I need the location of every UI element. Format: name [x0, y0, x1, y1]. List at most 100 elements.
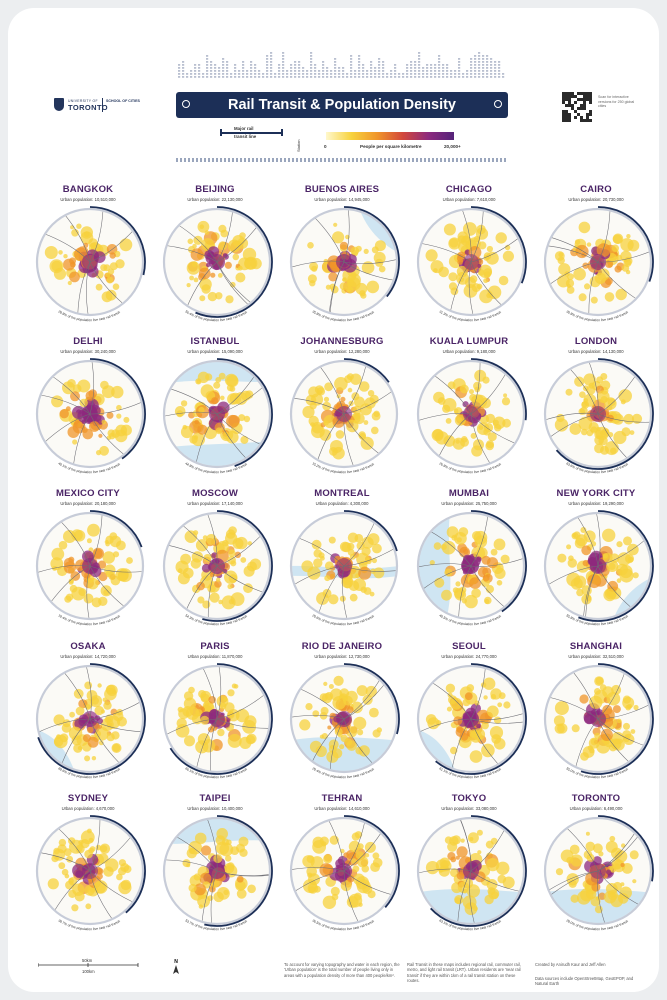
- city-name: TORONTO: [571, 793, 621, 804]
- rail-line: [89, 401, 142, 415]
- north-label: N: [174, 959, 178, 965]
- rail-line: [597, 870, 641, 906]
- rail-line: [292, 715, 345, 720]
- rail-line: [77, 261, 91, 314]
- rail-line: [89, 565, 142, 573]
- rail-line: [597, 831, 637, 872]
- city-map: 29.4% of the population live near rail t…: [289, 663, 400, 779]
- rail-line: [568, 367, 599, 415]
- rail-line: [89, 700, 142, 720]
- rail-line: [597, 538, 647, 567]
- city-name: TEHRAN: [321, 793, 363, 804]
- city-panel: BANGKOK Urban population: 10,510,000 28.8%…: [26, 184, 150, 344]
- city-population: Urban population: 19,290,000: [568, 501, 624, 506]
- city-map: 35.8% of the population live near rail t…: [289, 206, 400, 322]
- city-name: BUENOS AIRES: [304, 184, 380, 195]
- rail-line: [89, 870, 135, 904]
- rail-line: [470, 362, 481, 415]
- map-border: [162, 816, 272, 926]
- map-border: [35, 664, 145, 774]
- city-panel: TOKYO Urban population: 33,080,000 63.1% o…: [407, 793, 531, 953]
- rail-line: [421, 565, 472, 591]
- city-population: Urban population: 6,490,000: [569, 806, 623, 811]
- footnote-sources: Data sources include OpenStreetMap, GeoE…: [535, 976, 634, 987]
- station-tick-icon: [281, 129, 283, 136]
- rail-line: [419, 242, 472, 263]
- city-map: 69.6% of the population live near rail t…: [35, 663, 146, 779]
- rail-line: [432, 374, 472, 415]
- city-panel: MEXICO CITY Urban population: 20,180,000 1…: [26, 488, 150, 648]
- rail-line: [216, 225, 259, 263]
- map-border: [416, 511, 526, 621]
- footnote-credits: Created by Anirudh Kaur and Jeff Allen: [535, 962, 606, 967]
- near-rail-share-arc: [343, 206, 400, 298]
- rail-line: [419, 413, 472, 422]
- rail-line: [470, 557, 523, 567]
- rail-line: [343, 389, 394, 415]
- water-area: [419, 514, 453, 618]
- rail-line: [216, 667, 222, 720]
- rail-line: [195, 718, 218, 770]
- rail-line: [470, 236, 521, 263]
- city-panel: DELHI Urban population: 30,240,000 40.1% o…: [26, 336, 150, 496]
- city-panel: OSAKA Urban population: 14,720,000 69.6% o…: [26, 641, 150, 801]
- near-rail-share-arc: [343, 815, 400, 908]
- rail-line: [298, 687, 345, 720]
- city-name: SHANGHAI: [569, 641, 623, 652]
- density-max: 20,000+: [444, 144, 461, 149]
- city-name: DELHI: [73, 336, 103, 347]
- city-map: 40.1% of the population live near rail t…: [35, 358, 146, 474]
- qr-code-icon[interactable]: [562, 92, 592, 122]
- city-map: 28.8% of the population live near rail t…: [35, 206, 146, 322]
- rail-line: [428, 530, 472, 567]
- rail-line: [458, 565, 472, 618]
- density-gradient: [326, 132, 454, 140]
- north-arrow-icon: [173, 965, 179, 974]
- rail-line: [206, 819, 218, 872]
- rail-line: [597, 261, 639, 301]
- rail-line: [470, 870, 522, 893]
- near-rail-share-arc: [37, 663, 146, 775]
- near-rail-share-arc: [89, 358, 146, 460]
- rail-line: [62, 670, 91, 720]
- rail-line: [216, 413, 248, 460]
- rail-line: [328, 261, 345, 314]
- city-population: Urban population: 4,300,000: [315, 501, 369, 506]
- city-name: NEW YORK CITY: [556, 488, 636, 499]
- map-border: [162, 207, 272, 317]
- city-map: 53.7% of the population live near rail t…: [162, 815, 273, 931]
- city-name: RIO DE JANEIRO: [301, 641, 383, 652]
- rail-line: [49, 565, 91, 604]
- near-rail-share-arc: [578, 510, 654, 622]
- rail-line: [293, 870, 345, 893]
- city-name: JOHANNESBURG: [300, 336, 384, 347]
- rail-line: [43, 233, 91, 263]
- rail-line: [59, 520, 91, 567]
- rail-line: [343, 520, 376, 567]
- rail-legend-label-2: transit line: [234, 134, 257, 139]
- near-rail-share-arc: [470, 358, 527, 421]
- city-population: Urban population: 15,090,000: [187, 349, 243, 354]
- city-map: 56.4% of the population live near rail t…: [162, 206, 273, 322]
- rail-line: [292, 565, 345, 586]
- rail-line: [168, 387, 218, 415]
- city-panel: TORONTO Urban population: 6,490,000 28.0% …: [534, 793, 658, 953]
- rail-line: [89, 819, 101, 872]
- rail-line: [547, 696, 599, 720]
- rail-line: [89, 718, 142, 733]
- rail-line: [595, 514, 601, 567]
- rail-line: [216, 870, 269, 876]
- rail-line: [548, 413, 599, 439]
- rail-line: [470, 718, 500, 767]
- rail-line: [597, 671, 626, 720]
- rail-line: [468, 261, 474, 314]
- footnote-population: To account for varying topography and wa…: [284, 962, 400, 978]
- rail-line: [470, 371, 507, 415]
- city-panel: JOHANNESBURG Urban population: 12,280,000…: [280, 336, 404, 496]
- rail-line: [588, 261, 599, 314]
- rail-line: [89, 565, 126, 609]
- scale-bar: 50km 100km: [38, 958, 148, 983]
- rail-line: [50, 375, 91, 415]
- rail-line: [461, 210, 472, 263]
- map-border: [543, 207, 653, 317]
